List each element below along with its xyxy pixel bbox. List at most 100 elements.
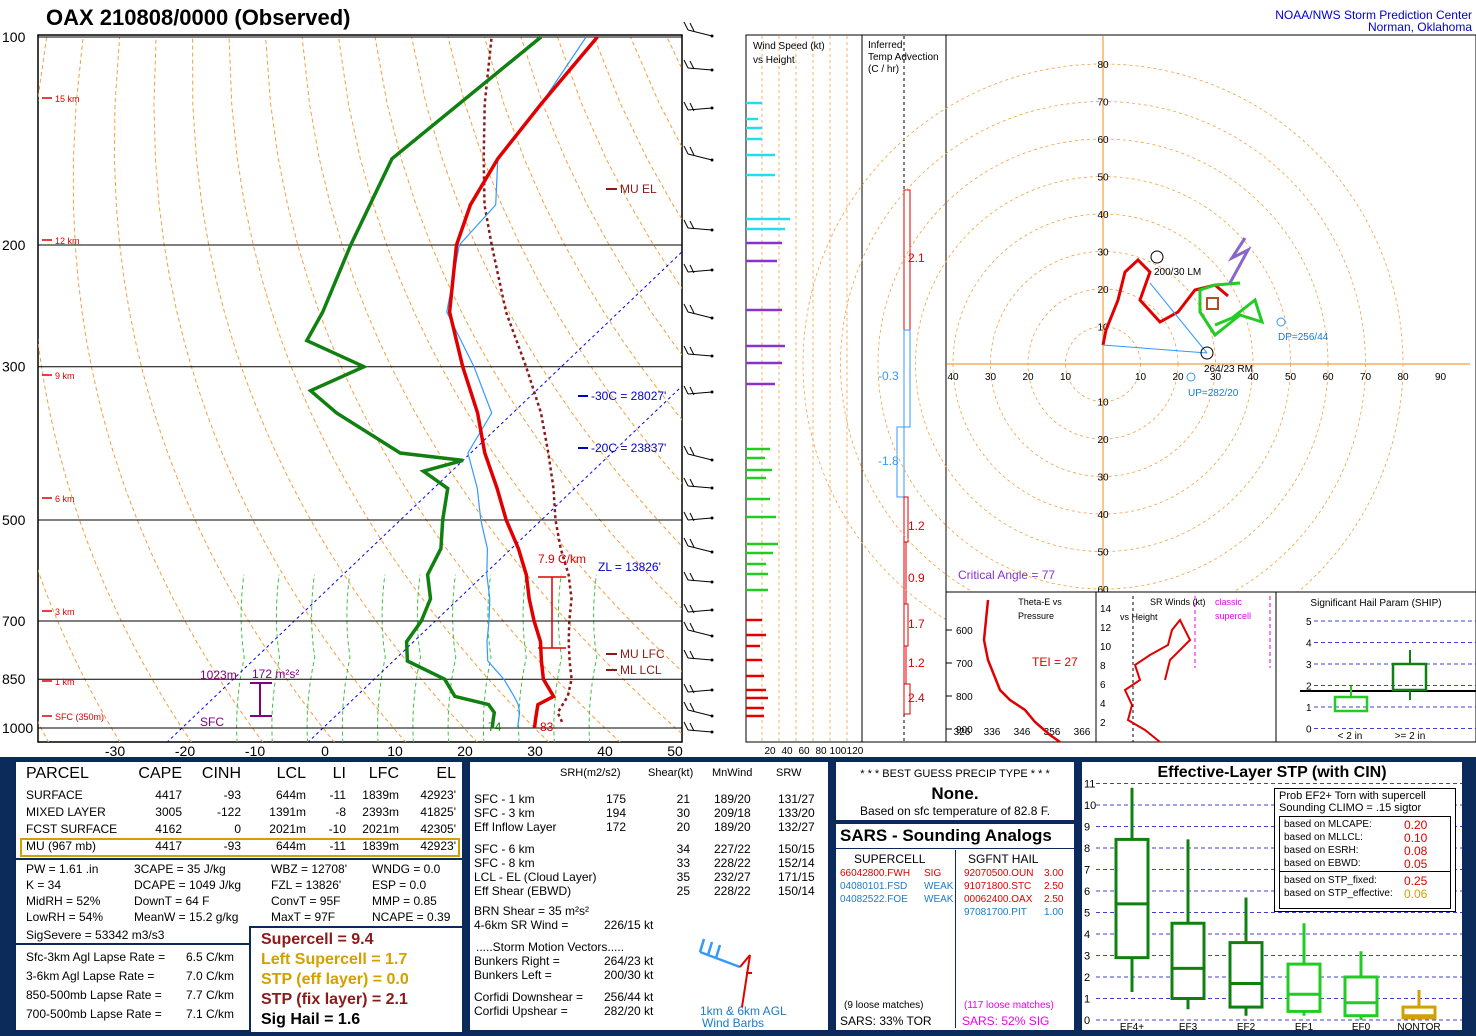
- wind-barb: [683, 649, 714, 662]
- index-value: LowRH = 54%: [26, 910, 104, 924]
- stp-panel: Effective-Layer STP (with CIN) 11 10 9 8 7 6 5…: [1080, 760, 1464, 1032]
- dp-label: DP=256/44: [1278, 332, 1329, 343]
- stp-prob-label: based on STP_fixed:: [1284, 875, 1377, 886]
- stp-category: EF4+: [1120, 1022, 1144, 1030]
- sr-winds-subtitle: vs Height: [1120, 612, 1158, 622]
- sars-hail-match: 92070500.OUN: [964, 868, 1034, 879]
- stp-y-tick: 6: [1084, 886, 1090, 898]
- advection-bar: [903, 683, 911, 715]
- stp-y-tick: 0: [1084, 1015, 1090, 1027]
- lapse-rate-block: Sfc-3km Agl Lapse Rate = 6.5 C/km 3-6km Ag…: [16, 946, 252, 1031]
- stp-y-tick: 3: [1084, 951, 1090, 963]
- height-label: 3 km: [55, 607, 75, 617]
- kin-shear: 30: [676, 806, 690, 820]
- composite-value: Supercell = 9.4: [261, 931, 374, 948]
- ship-x-label: >= 2 in: [1395, 731, 1426, 742]
- stp-prob-label: based on MLLCL:: [1284, 832, 1363, 843]
- parcel-header: LFC: [368, 765, 399, 782]
- hodo-x-tick: 10: [1060, 372, 1072, 383]
- temp-tick: -10: [245, 743, 265, 759]
- stp-prob-value: 0.10: [1404, 831, 1428, 845]
- stp-box: [1343, 975, 1379, 1018]
- lapse-divider: [16, 943, 462, 945]
- theta-e-p-tick: 600: [956, 626, 973, 637]
- sars-divider: [836, 848, 1074, 849]
- stp-y-tick: 2: [1084, 972, 1090, 984]
- minus30-label: -30C = 28027': [591, 389, 666, 403]
- advection-value: 1.7: [908, 617, 925, 631]
- sr46-label: 4-6km SR Wind =: [474, 918, 569, 932]
- stp-legend-subtitle: Sounding CLIMO = .15 sigtor: [1279, 802, 1422, 814]
- temp-tick: 30: [527, 743, 543, 759]
- sars-pct-2: SARS: 52% SIG: [962, 1014, 1050, 1028]
- hodo-x-tick: 40: [1247, 372, 1259, 383]
- ship-y-tick: 2: [1306, 682, 1312, 693]
- ship-y-tick: 1: [1306, 703, 1312, 714]
- up-label: UP=282/20: [1188, 388, 1239, 399]
- sars-col1: SUPERCELL: [854, 852, 926, 866]
- isotherm: [166, 251, 682, 742]
- pressure-tick: 850: [2, 671, 26, 687]
- temp-tick: 20: [457, 743, 473, 759]
- hodo-x-tick: 60: [1322, 372, 1334, 383]
- sars-supercell-match: 04080101.FSD: [840, 881, 908, 892]
- wind-speed-title: Wind Speed (kt) vs Height: [753, 41, 825, 66]
- kin-srw: 132/27: [778, 820, 815, 834]
- sr-y-tick: 12: [1100, 623, 1112, 634]
- height-label: SFC (350m): [55, 712, 104, 722]
- ship-y-tick: 4: [1306, 639, 1312, 650]
- kin-shear: 25: [676, 884, 690, 898]
- parcel-cell: -8: [335, 805, 346, 819]
- stp-box: [1286, 962, 1322, 1013]
- sars-hail-match: 00062400.OAX: [964, 894, 1033, 905]
- sars-supercell-match: 04082522.FOE: [840, 894, 908, 905]
- wind-barb: [683, 621, 714, 638]
- index-value: MeanW = 15.2 g/kg: [134, 910, 239, 924]
- kin-label: SFC - 1 km: [474, 792, 535, 806]
- lapse-label: 700-500mb Lapse Rate =: [26, 1007, 162, 1021]
- kin-srh: 194: [605, 806, 626, 820]
- hodo-ring-label: 40: [1097, 510, 1109, 521]
- wind-barb: [683, 145, 714, 162]
- motion-value: 282/20 kt: [604, 1004, 654, 1018]
- pressure-tick: 500: [2, 512, 26, 528]
- wind-barb: [683, 303, 714, 320]
- up-marker: [1186, 372, 1196, 382]
- index-value: NCAPE = 0.39: [372, 910, 451, 924]
- hodo-trace-upper: [1227, 237, 1252, 284]
- hodo-ring-label: 30: [1097, 248, 1109, 259]
- skewt-plot: [38, 35, 682, 742]
- parcel-cell: -93: [223, 839, 241, 853]
- hodo-ring-label: 10: [1097, 323, 1109, 334]
- lapse-value: 7.0 C/km: [186, 969, 235, 983]
- wind-barb: [683, 445, 714, 462]
- dry-adiabat: [301, 36, 682, 735]
- motion-label: Corfidi Upshear =: [474, 1004, 568, 1018]
- kin-srw: 150/15: [778, 842, 815, 856]
- temp-tick: -30: [105, 743, 125, 759]
- sr-y-tick: 8: [1100, 661, 1106, 672]
- stp-prob-value: 0.20: [1404, 818, 1428, 832]
- sars-hail-size: 3.00: [1044, 868, 1064, 879]
- credit-line-1: NOAA/NWS Storm Prediction Center: [1275, 8, 1472, 22]
- advection-value: -0.3: [878, 369, 899, 383]
- kin-srw: 133/20: [778, 806, 815, 820]
- stp-prob-value: 0.25: [1404, 874, 1428, 888]
- dry-adiabat: [228, 36, 550, 742]
- height-label: 9 km: [55, 371, 75, 381]
- ship-y-tick: 3: [1306, 660, 1312, 671]
- lapse-value: 7.1 C/km: [186, 1007, 235, 1021]
- wind-speed-panel: [745, 34, 863, 743]
- parcel-cell: 2393m: [362, 805, 399, 819]
- stp-prob-divider: [1280, 871, 1450, 872]
- parcel-cell: -11: [329, 788, 346, 802]
- moist-adiabat: [341, 574, 351, 742]
- moist-adiabat: [447, 574, 457, 742]
- index-value: DownT = 64 F: [134, 894, 210, 908]
- stp-y-tick: 9: [1084, 822, 1090, 834]
- kin-mnwind: 189/20: [714, 792, 751, 806]
- parcel-cell: SURFACE: [26, 788, 83, 802]
- motion-value: 200/30 kt: [604, 968, 654, 982]
- composite-value: Sig Hail = 1.6: [261, 1011, 361, 1028]
- temp-tick: -20: [175, 743, 195, 759]
